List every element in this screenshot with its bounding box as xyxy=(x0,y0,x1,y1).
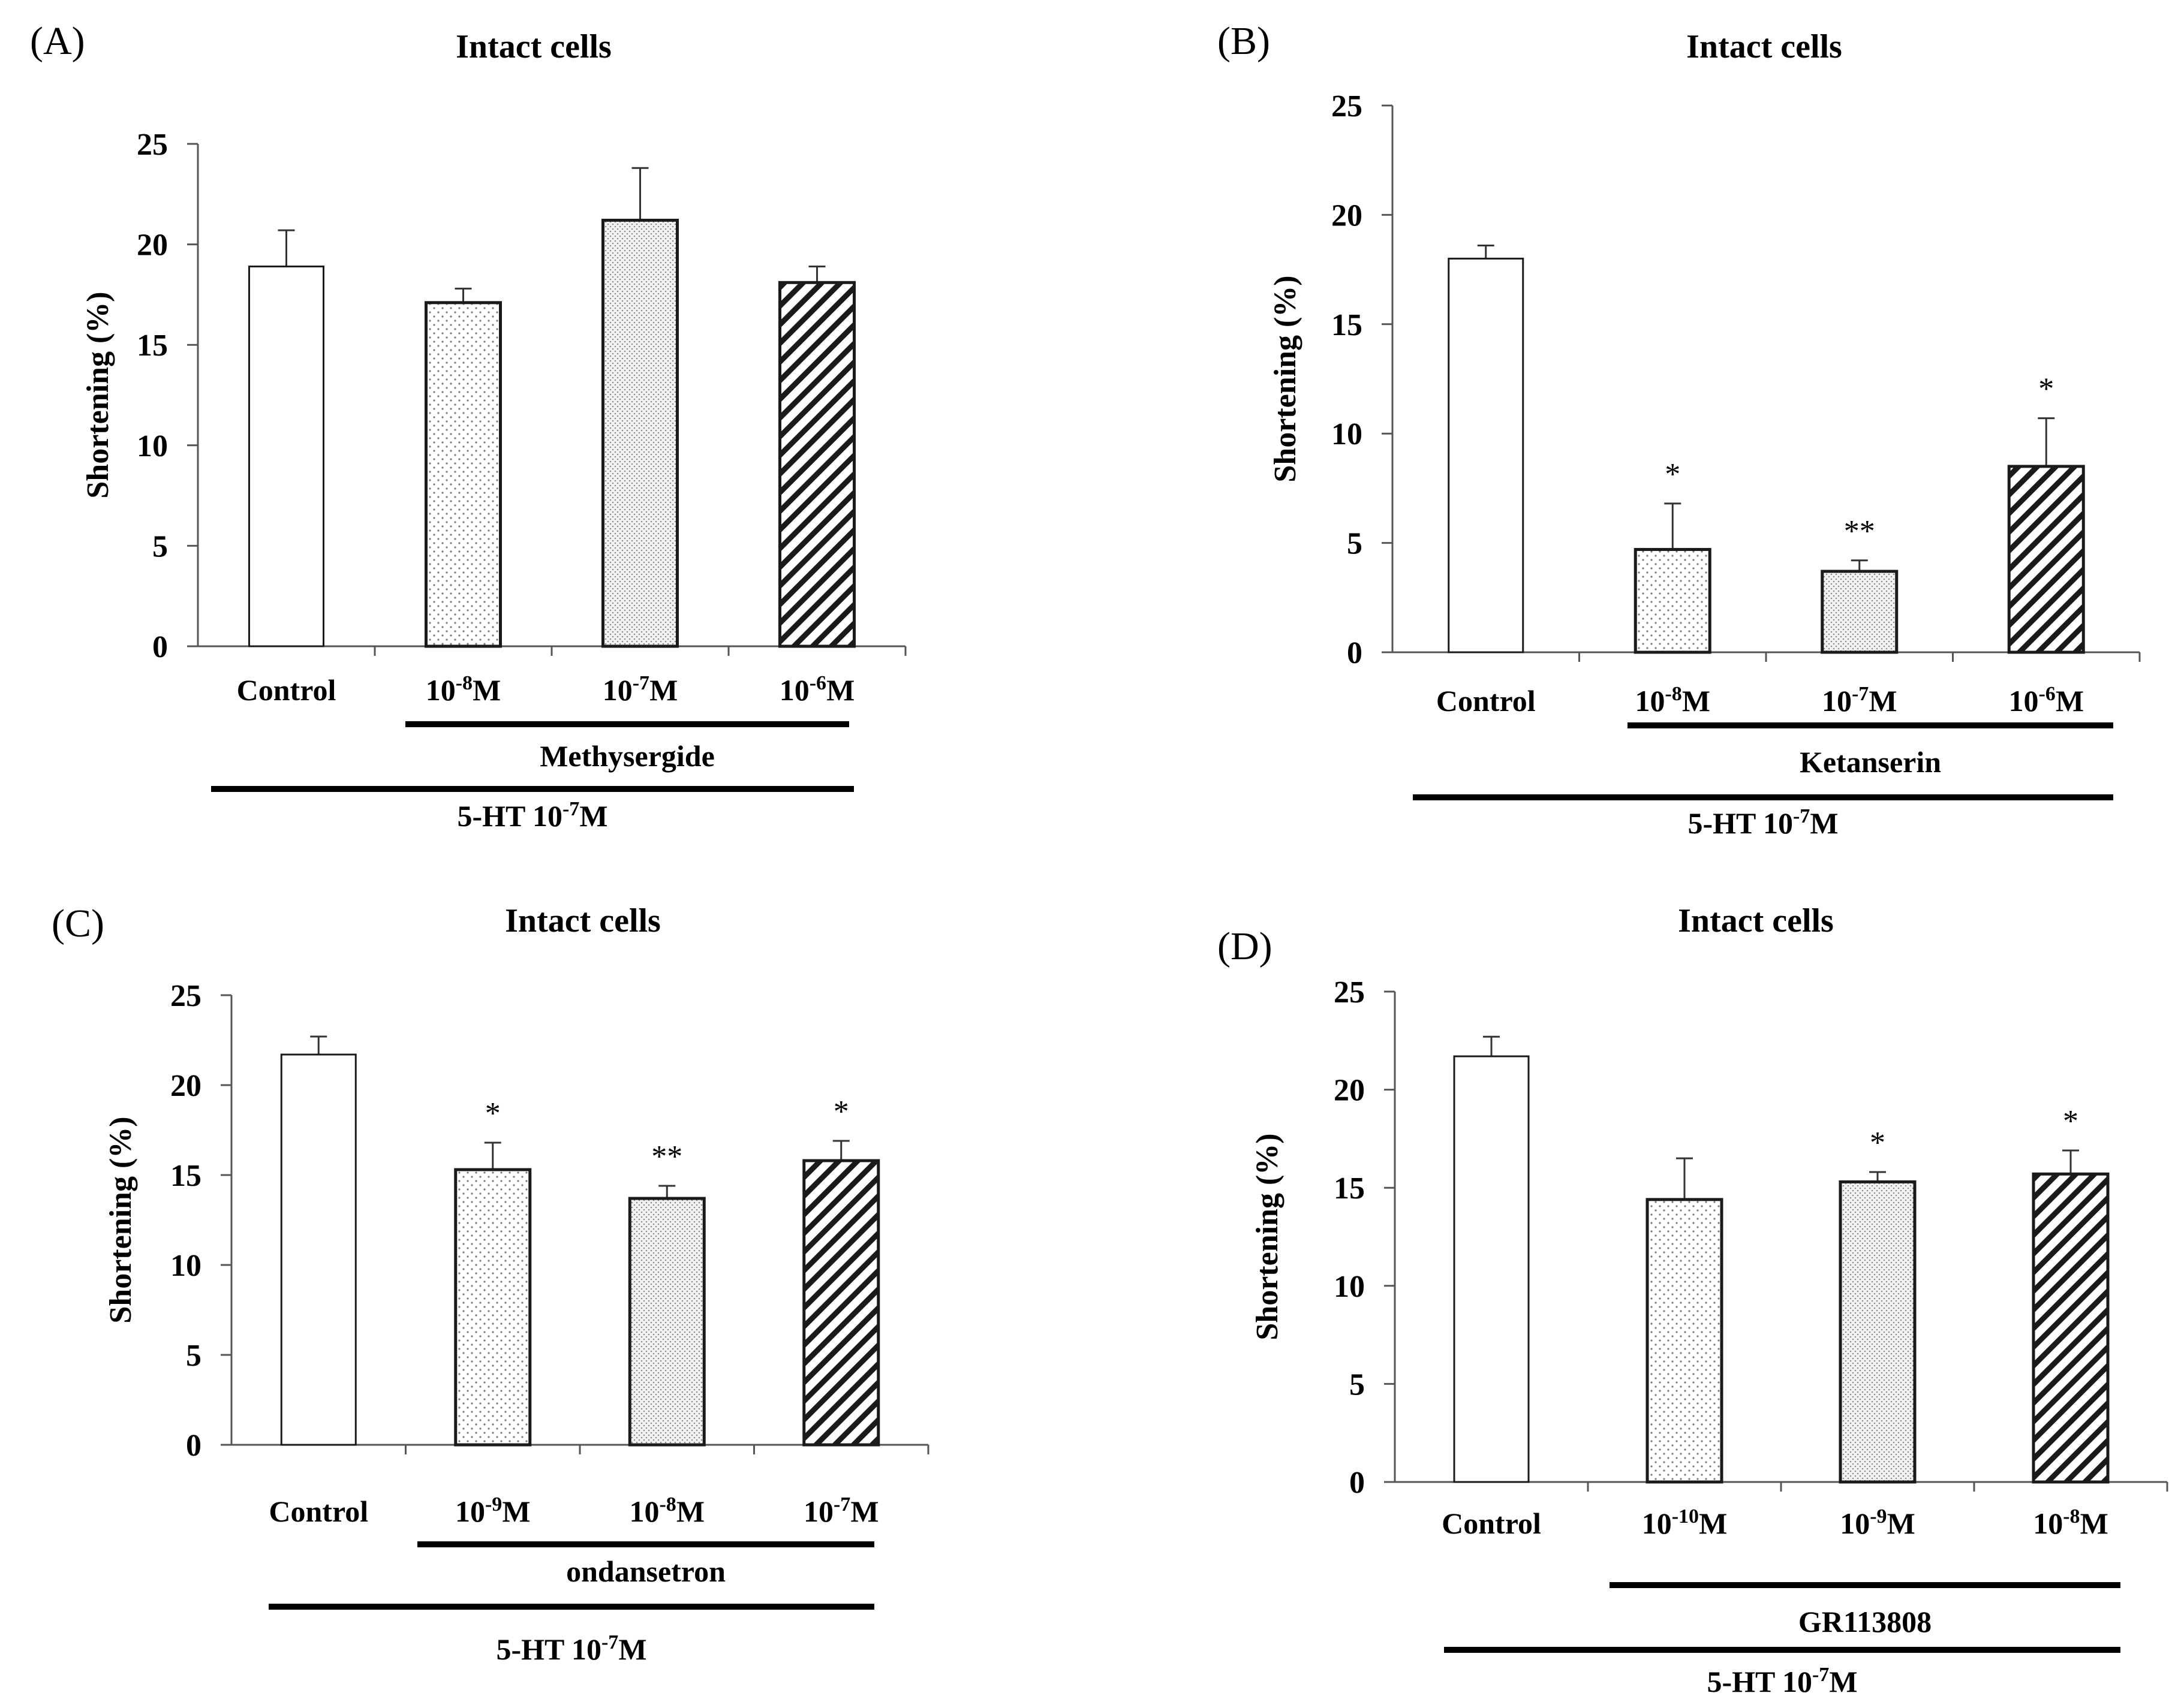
panel-d: (D) Intact cells 0 5 10 15 20 25 Shortening (%) C… xyxy=(1217,902,2168,1698)
x-tick-label: 10-10M xyxy=(1642,1505,1728,1540)
significance-label: * xyxy=(1665,457,1680,492)
y-tick-label: 0 xyxy=(1347,636,1362,670)
bar xyxy=(280,1053,357,1446)
x-tick-label: Control xyxy=(1442,1507,1541,1540)
group-label-outer: 5-HT 10-7M xyxy=(457,798,607,833)
significance-label: * xyxy=(2038,372,2054,406)
y-tick-label: 15 xyxy=(1334,1171,1365,1206)
y-tick-label: 0 xyxy=(186,1429,201,1463)
panel-b: (B) Intact cells 0 5 10 15 20 25 Shortening (%) C… xyxy=(1217,19,2141,840)
bar xyxy=(1453,1055,1530,1483)
y-tick-label: 10 xyxy=(170,1249,201,1283)
bar xyxy=(628,1197,706,1447)
bar xyxy=(1839,1180,1917,1484)
panel-label: (D) xyxy=(1217,924,1272,968)
significance-label: * xyxy=(1870,1126,1885,1160)
x-tick-label: 10-7M xyxy=(804,1493,879,1528)
bar xyxy=(2032,1172,2110,1484)
group-label-inner: Ketanserin xyxy=(1800,745,1941,779)
bar xyxy=(1634,548,1711,654)
group-label-outer: 5-HT 10-7M xyxy=(1687,805,1838,840)
y-tick-label: 20 xyxy=(170,1069,201,1103)
panel-label: (B) xyxy=(1217,19,1270,63)
bar xyxy=(1448,257,1524,653)
chart-title: Intact cells xyxy=(505,902,661,939)
group-label-inner: GR113808 xyxy=(1798,1605,1932,1638)
x-tick-label: 10-8M xyxy=(1635,683,1710,718)
chart-title: Intact cells xyxy=(1678,902,1834,939)
y-tick-label: 10 xyxy=(1331,417,1362,451)
y-tick-label: 25 xyxy=(170,979,201,1013)
x-tick-label: Control xyxy=(269,1495,368,1528)
y-tick-label: 0 xyxy=(152,630,168,664)
significance-label: ** xyxy=(1844,514,1875,549)
y-axis-label: Shortening (%) xyxy=(81,291,115,498)
y-tick-label: 25 xyxy=(1334,975,1365,1010)
y-tick-label: 5 xyxy=(152,529,168,564)
bar xyxy=(601,218,679,648)
panel-label: (C) xyxy=(52,902,104,945)
y-tick-label: 0 xyxy=(1349,1466,1365,1500)
bar xyxy=(454,1168,532,1447)
panel-a: (A) Intact cells 0 5 10 15 20 25 Shortening (%) C… xyxy=(30,19,907,833)
y-tick-label: 10 xyxy=(137,429,168,463)
x-tick-label: 10-9M xyxy=(1840,1505,1915,1540)
x-tick-label: 10-7M xyxy=(1822,683,1897,718)
x-tick-label: 10-6M xyxy=(780,672,855,707)
bar xyxy=(778,281,856,648)
y-axis-label: Shortening (%) xyxy=(1250,1133,1284,1340)
y-tick-label: 25 xyxy=(1331,89,1362,123)
y-tick-label: 15 xyxy=(137,329,168,363)
x-tick-label: Control xyxy=(1436,684,1536,718)
significance-label: ** xyxy=(651,1140,682,1174)
x-tick-label: 10-6M xyxy=(2008,683,2084,718)
y-axis-label: Shortening (%) xyxy=(1268,275,1302,482)
y-axis-label: Shortening (%) xyxy=(104,1116,138,1323)
y-tick-label: 5 xyxy=(1347,527,1362,561)
x-tick-label: 10-9M xyxy=(455,1493,531,1528)
bar xyxy=(1821,570,1899,654)
group-label-inner: Methysergide xyxy=(540,739,715,773)
significance-label: * xyxy=(485,1097,501,1131)
chart-title: Intact cells xyxy=(456,28,612,65)
group-label-inner: ondansetron xyxy=(566,1555,726,1588)
y-tick-label: 10 xyxy=(1334,1270,1365,1304)
panel-c: (C) Intact cells 0 5 10 15 20 25 Shortening (%) C… xyxy=(52,902,929,1666)
bar xyxy=(2007,465,2085,654)
x-tick-label: Control xyxy=(237,673,336,707)
y-tick-label: 5 xyxy=(1349,1367,1365,1402)
panel-label: (A) xyxy=(30,19,85,63)
y-tick-label: 15 xyxy=(1331,308,1362,342)
x-tick-label: 10-7M xyxy=(603,672,678,707)
significance-label: * xyxy=(834,1095,849,1129)
y-tick-label: 15 xyxy=(170,1159,201,1193)
bar xyxy=(802,1159,880,1447)
x-tick-label: 10-8M xyxy=(426,672,501,707)
x-tick-label: 10-8M xyxy=(629,1493,705,1528)
y-tick-label: 5 xyxy=(186,1339,201,1373)
y-tick-label: 20 xyxy=(1334,1074,1365,1108)
group-label-outer: 5-HT 10-7M xyxy=(496,1631,646,1666)
significance-label: * xyxy=(2063,1104,2078,1138)
bar xyxy=(1645,1198,1723,1484)
y-tick-label: 25 xyxy=(137,128,168,162)
y-tick-label: 20 xyxy=(137,228,168,263)
y-tick-label: 20 xyxy=(1331,198,1362,233)
chart-title: Intact cells xyxy=(1686,28,1842,65)
bar xyxy=(248,265,324,647)
group-label-outer: 5-HT 10-7M xyxy=(1707,1664,1857,1698)
bar xyxy=(425,301,502,648)
x-tick-label: 10-8M xyxy=(2033,1505,2108,1540)
